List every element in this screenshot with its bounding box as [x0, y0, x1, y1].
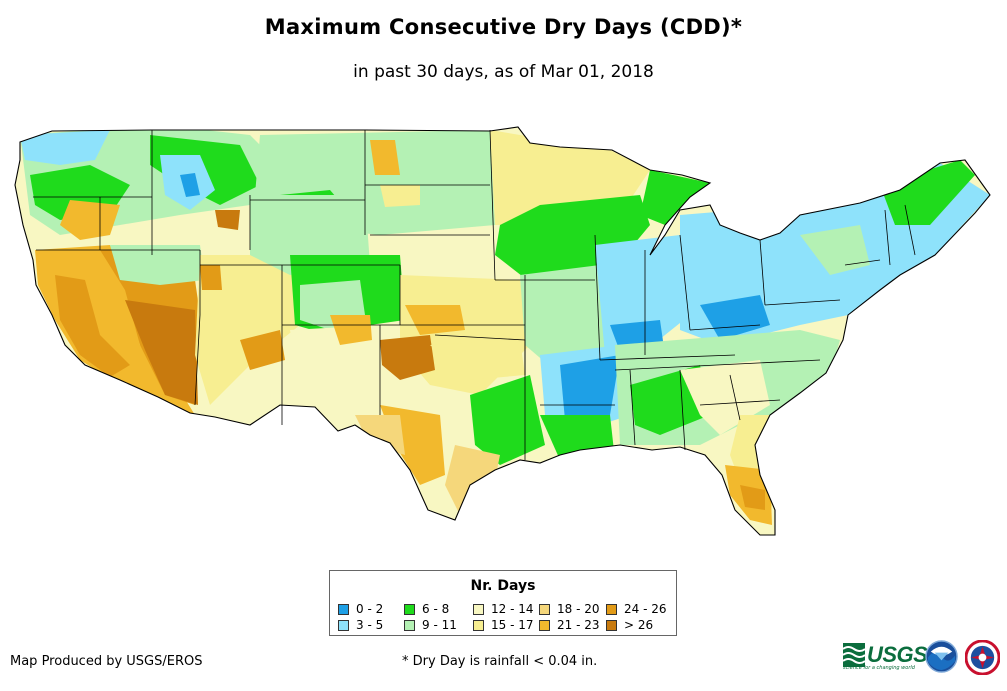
legend-label: 9 - 11: [422, 618, 457, 632]
legend-item-gt-26: > 26: [606, 618, 653, 632]
legend-swatch: [606, 619, 617, 631]
legend-label: 24 - 26: [624, 602, 667, 616]
legend: Nr. Days 0 - 2 3 - 5 6 - 8 9 - 11 12 - 1…: [329, 570, 677, 636]
legend-label: 6 - 8: [422, 602, 450, 616]
legend-label: 0 - 2: [356, 602, 384, 616]
legend-item-0-2: 0 - 2: [338, 602, 383, 616]
legend-swatch: [338, 619, 349, 631]
usgs-wave-icon: [843, 643, 865, 667]
legend-swatch: [404, 619, 415, 631]
legend-swatch: [539, 619, 550, 631]
map-credit: Map Produced by USGS/EROS: [10, 654, 203, 669]
us-cdd-map: [14, 126, 991, 536]
legend-swatch: [404, 603, 415, 615]
legend-item-24-26: 24 - 26: [606, 602, 667, 616]
agency-logos: USGS science for a changing world: [843, 638, 1003, 678]
legend-swatch: [606, 603, 617, 615]
legend-item-12-14: 12 - 14: [473, 602, 534, 616]
legend-label: 21 - 23: [557, 618, 600, 632]
legend-item-3-5: 3 - 5: [338, 618, 383, 632]
legend-swatch: [473, 619, 484, 631]
dry-day-footnote: * Dry Day is rainfall < 0.04 in.: [402, 654, 598, 669]
usgs-tagline: science for a changing world: [843, 665, 915, 671]
legend-item-15-17: 15 - 17: [473, 618, 534, 632]
legend-label: 15 - 17: [491, 618, 534, 632]
map-subtitle: in past 30 days, as of Mar 01, 2018: [353, 62, 654, 82]
legend-swatch: [473, 603, 484, 615]
legend-label: 3 - 5: [356, 618, 384, 632]
legend-item-21-23: 21 - 23: [539, 618, 600, 632]
legend-item-9-11: 9 - 11: [404, 618, 457, 632]
usgs-wordmark: USGS: [867, 642, 928, 667]
legend-label: 18 - 20: [557, 602, 600, 616]
nws-logo-icon: [965, 640, 1000, 675]
noaa-logo-icon: [925, 640, 958, 673]
usgs-logo-icon: USGS: [843, 642, 928, 668]
legend-title: Nr. Days: [470, 578, 536, 594]
legend-label: > 26: [624, 618, 654, 632]
legend-label: 12 - 14: [491, 602, 534, 616]
legend-swatch: [338, 603, 349, 615]
legend-item-18-20: 18 - 20: [539, 602, 600, 616]
map-title: Maximum Consecutive Dry Days (CDD)*: [264, 15, 743, 39]
legend-item-6-8: 6 - 8: [404, 602, 449, 616]
legend-swatch: [539, 603, 550, 615]
